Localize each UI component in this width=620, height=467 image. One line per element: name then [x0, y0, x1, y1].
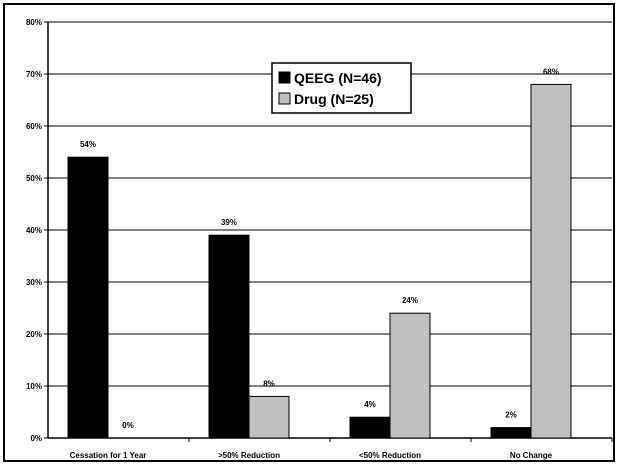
- data-label: 24%: [402, 296, 418, 305]
- category-label: >50% Reduction: [218, 451, 280, 460]
- legend-swatch-qeeg: [278, 71, 291, 84]
- grid-lines: [48, 21, 612, 387]
- legend-box: [271, 62, 412, 114]
- bar-qeeg: [349, 416, 391, 439]
- y-tick-label: 10%: [26, 382, 42, 391]
- y-tick-label: 80%: [26, 18, 42, 27]
- y-tick-label: 0%: [30, 434, 42, 443]
- category-label: <50% Reduction: [359, 451, 421, 460]
- y-tick-label: 70%: [26, 70, 42, 79]
- data-label: 8%: [263, 379, 275, 388]
- legend-swatch-drug: [278, 92, 291, 105]
- bar-qeeg: [490, 427, 532, 439]
- bar-drug: [389, 312, 431, 439]
- y-tick-label: 40%: [26, 226, 42, 235]
- y-tick-label: 30%: [26, 278, 42, 287]
- labels: 54% 0% Cessation for 1 Year 39% 8% >50% Reduc…: [70, 67, 559, 460]
- data-label: 39%: [221, 218, 237, 227]
- data-label: 4%: [364, 400, 376, 409]
- y-tick-label: 20%: [26, 330, 42, 339]
- bar-qeeg: [208, 234, 250, 439]
- category-label: No Change: [510, 451, 553, 460]
- bar-qeeg: [67, 156, 109, 439]
- legend: QEEG (N=46) Drug (N=25): [271, 62, 412, 114]
- y-tick-label: 50%: [26, 174, 42, 183]
- bars: [67, 83, 572, 439]
- category-label: Cessation for 1 Year: [70, 451, 147, 460]
- data-label: 68%: [543, 67, 559, 76]
- data-label: 54%: [80, 140, 96, 149]
- data-label: 0%: [122, 421, 134, 430]
- data-label: 2%: [505, 411, 517, 420]
- legend-label-qeeg: QEEG (N=46): [294, 70, 382, 86]
- legend-label-drug: Drug (N=25): [294, 91, 374, 107]
- y-tick-label: 60%: [26, 122, 42, 131]
- bar-drug: [248, 395, 290, 439]
- bar-drug: [530, 83, 572, 439]
